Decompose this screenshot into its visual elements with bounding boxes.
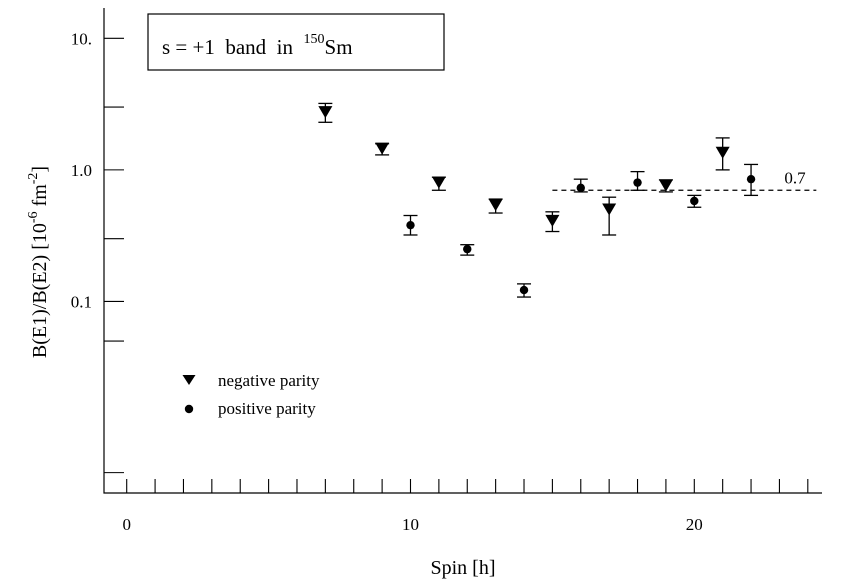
- legend-marker-circle: [184, 404, 194, 414]
- data-point-triangle: [658, 179, 673, 192]
- data-point-triangle: [715, 146, 730, 159]
- data-point-triangle: [602, 203, 617, 216]
- x-tick-label: 20: [686, 515, 703, 534]
- axis-frame: [103, 8, 822, 494]
- data-series: [318, 102, 759, 298]
- series-circle: [403, 163, 759, 298]
- data-point-circle: [463, 244, 472, 254]
- legend: negative parity positive parity: [182, 371, 320, 418]
- y-tick-label: 1.0: [71, 161, 92, 180]
- legend-entry-negative: negative parity: [218, 371, 320, 390]
- series-triangle-down: [318, 102, 730, 236]
- data-point-circle: [633, 178, 642, 187]
- title-box: s = +1 band in 150Sm: [147, 13, 445, 71]
- y-tick-label: 0.1: [71, 292, 92, 311]
- data-point-circle: [519, 285, 529, 295]
- chart-title: s = +1 band in 150Sm: [162, 32, 353, 59]
- reference-line-group: 0.7: [552, 168, 817, 191]
- data-point-circle: [690, 196, 699, 206]
- y-axis-title: B(E1)/B(E2) [10-6 fm-2]: [26, 166, 51, 358]
- data-point-triangle: [431, 176, 446, 189]
- x-tick-label: 10: [402, 515, 419, 534]
- data-point-circle: [746, 174, 756, 184]
- x-tick-label: 0: [122, 515, 131, 534]
- data-point-circle: [406, 220, 415, 230]
- data-point-triangle: [375, 142, 390, 155]
- data-point-triangle: [545, 214, 560, 227]
- y-tick-label: 10.: [71, 29, 92, 48]
- title-frame: [147, 13, 445, 71]
- data-point-triangle: [318, 106, 333, 119]
- x-axis-title: Spin [h]: [431, 557, 496, 579]
- axes: 0 10 20 0.1 1.0 10.: [71, 8, 822, 534]
- data-point-circle: [576, 183, 585, 193]
- data-point-triangle: [488, 199, 503, 212]
- legend-marker-triangle: [182, 375, 196, 385]
- reference-line-label: 0.7: [784, 168, 806, 187]
- legend-entry-positive: positive parity: [218, 399, 316, 418]
